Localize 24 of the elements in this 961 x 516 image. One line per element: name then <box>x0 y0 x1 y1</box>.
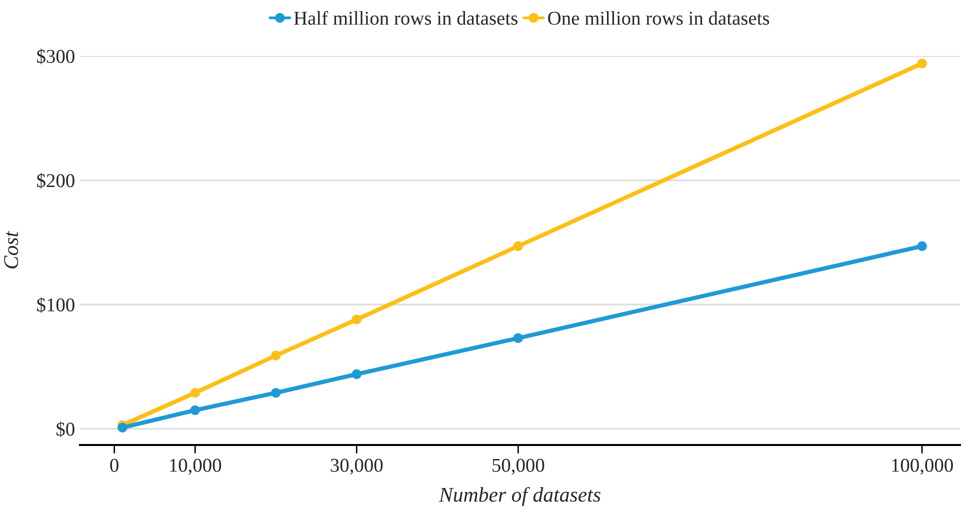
point <box>513 333 524 343</box>
x-axis-title: Number of datasets <box>438 486 600 506</box>
y-tick-label: $0 <box>56 422 74 438</box>
point <box>352 314 362 324</box>
x-tick-label: 10,000 <box>170 458 222 475</box>
x-tick-label: 100,000 <box>892 458 953 475</box>
point <box>513 241 524 252</box>
point <box>118 422 128 432</box>
point <box>271 388 281 398</box>
point <box>271 350 281 360</box>
x-tick-label: 30,000 <box>330 458 383 475</box>
y-tick-label: $300 <box>37 48 74 64</box>
y-tick-label: $100 <box>37 297 74 313</box>
x-tick-label: 50,000 <box>492 458 544 475</box>
legend-label: One million rows in datasets <box>548 11 770 25</box>
point <box>190 405 200 416</box>
point <box>190 388 200 398</box>
point <box>917 241 927 252</box>
y-axis-title: Cost <box>4 230 18 268</box>
point <box>352 369 362 380</box>
y-tick-label: $200 <box>37 172 74 189</box>
legend-label: Half million rows in datasets <box>294 10 518 25</box>
x-tick-label: 0 <box>110 458 118 472</box>
point <box>917 58 927 68</box>
